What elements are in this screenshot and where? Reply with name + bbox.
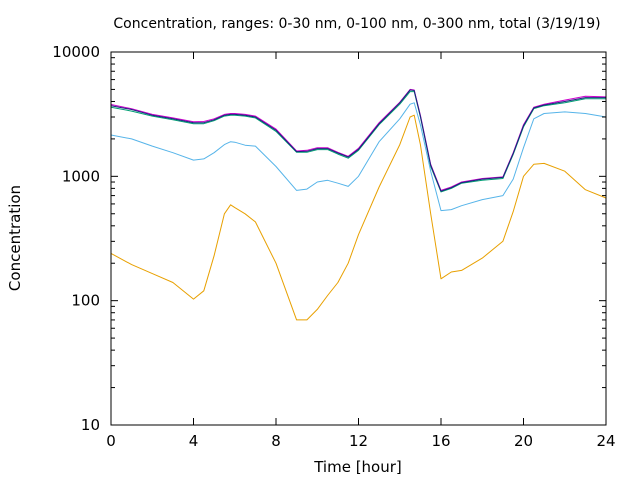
plot-lines	[110, 88, 607, 321]
axis-ticks: 0 4 8 12 16 20 24 10 100 1000 10000	[52, 43, 615, 450]
y-tick-label: 1000	[62, 167, 100, 185]
y-tick-label: 10	[81, 416, 100, 434]
plot-frame	[110, 51, 607, 426]
series-line-5	[110, 89, 606, 192]
chart-title: Concentration, ranges: 0-30 nm, 0-100 nm…	[113, 16, 600, 32]
y-tick-label: 10000	[52, 43, 100, 61]
x-tick-label: 12	[349, 432, 368, 450]
series-line-2	[110, 102, 607, 212]
series-line-1	[110, 114, 607, 321]
x-axis-label: Time [hour]	[313, 458, 402, 476]
x-tick-label: 0	[106, 432, 116, 450]
x-tick-label: 4	[189, 432, 199, 450]
x-tick-label: 16	[431, 432, 450, 450]
x-tick-label: 20	[514, 432, 533, 450]
x-tick-label: 24	[596, 432, 615, 450]
y-axis-label: Concentration	[6, 185, 24, 291]
y-tick-label: 100	[71, 292, 100, 310]
series-line-4	[110, 88, 607, 191]
x-tick-label: 8	[271, 432, 281, 450]
